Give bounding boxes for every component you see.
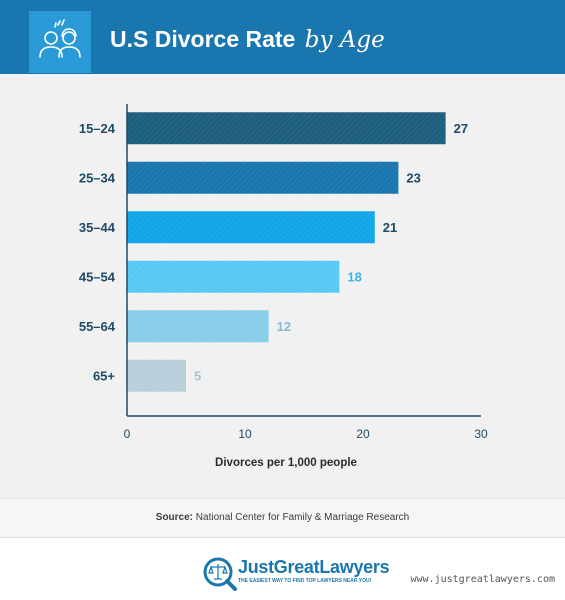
- category-label: 35–44: [79, 220, 116, 235]
- source-text: National Center for Family & Marriage Re…: [195, 512, 410, 523]
- value-label: 12: [277, 319, 291, 334]
- footer: [0, 538, 565, 600]
- value-label: 21: [383, 220, 397, 235]
- category-label: 15–24: [79, 121, 116, 136]
- category-label: 45–54: [79, 269, 116, 284]
- chart-title-accent: by Age: [304, 27, 385, 53]
- x-tick-label: 10: [238, 427, 252, 441]
- chart-title: U.S Divorce Rate by Age: [110, 22, 385, 56]
- value-label: 23: [406, 170, 420, 185]
- category-label: 25–34: [79, 170, 116, 185]
- bar-texture: [127, 310, 269, 343]
- couple-conflict-icon: [29, 11, 91, 73]
- bar-chart: 15–24 27 25–34 23 35–44 21 45–54 18 55–64 12 65+ 5 0…: [79, 104, 488, 469]
- bar-texture: [127, 161, 399, 194]
- bar-texture: [127, 359, 186, 392]
- x-tick-label: 0: [124, 427, 131, 441]
- bar-texture: [127, 112, 446, 145]
- x-axis-title: Divorces per 1,000 people: [215, 457, 357, 469]
- watermark: www.justgreatlawyers.com: [410, 574, 556, 585]
- category-label: 55–64: [79, 319, 116, 334]
- bar-texture: [127, 211, 375, 244]
- category-label: 65+: [93, 368, 115, 383]
- header-banner: U.S Divorce Rate by Age: [0, 0, 565, 74]
- source-note: Source: National Center for Family & Mar…: [0, 498, 565, 538]
- logo-tagline: THE EASIEST WAY TO FIND TOP LAWYERS NEAR…: [238, 578, 372, 584]
- x-tick-label: 30: [474, 427, 488, 441]
- logo-name: JustGreatLawyers: [238, 557, 390, 577]
- value-label: 5: [194, 368, 201, 383]
- value-label: 27: [454, 121, 468, 136]
- bar-texture: [127, 260, 340, 293]
- scales-of-justice-icon: [202, 556, 238, 592]
- source-label: Source:: [155, 512, 194, 523]
- chart-title-main: U.S Divorce Rate: [110, 26, 296, 52]
- chart-area: 15–24 27 25–34 23 35–44 21 45–54 18 55–64 12 65+ 5 0…: [0, 74, 565, 498]
- x-tick-label: 20: [356, 427, 370, 441]
- value-label: 18: [347, 269, 361, 284]
